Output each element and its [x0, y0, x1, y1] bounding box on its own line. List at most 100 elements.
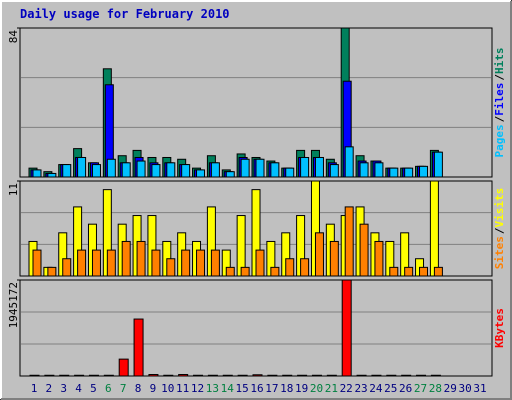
chart-title: Daily usage for February 2010 — [20, 7, 230, 21]
bar — [136, 160, 146, 178]
bar — [341, 279, 352, 377]
bar — [148, 374, 159, 377]
x-tick-label: 5 — [90, 382, 97, 395]
bar — [210, 249, 220, 277]
bar — [222, 374, 233, 377]
x-tick-label: 14 — [221, 382, 235, 395]
x-tick-label: 6 — [105, 382, 112, 395]
bar — [77, 156, 87, 178]
bar — [419, 165, 429, 178]
bar — [401, 374, 412, 377]
bar — [196, 249, 206, 277]
x-tick-label: 10 — [161, 382, 174, 395]
x-tick-label: 13 — [206, 382, 219, 395]
bar — [103, 374, 114, 377]
x-tick-label: 12 — [191, 382, 204, 395]
x-tick-label: 7 — [120, 382, 127, 395]
y-tick-label: 11 — [7, 183, 20, 196]
x-tick-label: 15 — [236, 382, 249, 395]
bar — [29, 374, 40, 377]
x-tick-label: 31 — [473, 382, 486, 395]
bar — [136, 240, 146, 277]
bar — [430, 374, 441, 377]
x-tick-label: 19 — [295, 382, 308, 395]
legend-separator: / — [493, 74, 506, 81]
bar — [356, 374, 367, 377]
bar — [32, 249, 42, 277]
bar — [163, 374, 174, 377]
bar — [416, 374, 427, 377]
plot-area — [19, 279, 493, 377]
legend: Sites /Visits — [493, 188, 506, 270]
bar — [252, 374, 263, 377]
x-tick-label: 29 — [444, 382, 457, 395]
legend-entry: Visits — [493, 188, 506, 228]
bar — [389, 266, 399, 277]
bar — [314, 156, 324, 178]
bar — [300, 156, 310, 178]
bar — [386, 374, 397, 377]
bar — [314, 232, 324, 277]
bar — [181, 249, 191, 277]
x-tick-label: 8 — [135, 382, 142, 395]
bar — [47, 266, 57, 277]
bar — [121, 240, 131, 277]
x-tick-label: 16 — [250, 382, 263, 395]
bar — [62, 258, 72, 277]
x-tick-label: 30 — [459, 382, 472, 395]
bar — [225, 266, 235, 277]
legend-entry: Sites — [493, 236, 506, 269]
bar — [133, 318, 144, 377]
x-tick-label: 21 — [325, 382, 338, 395]
bar — [240, 158, 250, 178]
bar — [344, 146, 354, 178]
bar — [419, 266, 429, 277]
legend-entry: Hits — [493, 48, 506, 75]
bar — [255, 158, 265, 178]
bar — [240, 266, 250, 277]
legend-separator: / — [493, 227, 506, 234]
bar — [207, 374, 218, 377]
bar — [267, 374, 278, 377]
y-tick-label: 84 — [7, 30, 20, 44]
x-tick-label: 26 — [399, 382, 412, 395]
bar — [371, 374, 382, 377]
bar — [404, 167, 414, 178]
legend-entry: Files — [493, 83, 506, 116]
bar — [270, 266, 280, 277]
bar — [121, 162, 131, 178]
bar — [77, 249, 87, 277]
bar — [151, 164, 161, 178]
bar — [118, 358, 129, 377]
bar — [74, 374, 85, 377]
bar — [210, 162, 220, 178]
legend-separator: / — [493, 115, 506, 122]
bar — [47, 172, 57, 178]
legend: KBytes — [493, 308, 506, 348]
bar — [237, 374, 248, 377]
bar — [196, 169, 206, 178]
bar — [282, 374, 293, 377]
bar — [404, 266, 414, 277]
bar — [88, 374, 99, 377]
y-tick-label: 1945172 — [7, 282, 20, 328]
x-tick-label: 27 — [414, 382, 427, 395]
x-tick-label: 11 — [176, 382, 189, 395]
bar — [329, 164, 339, 178]
bar — [106, 249, 116, 277]
bar — [178, 374, 189, 377]
bar — [344, 206, 354, 277]
plot-area — [19, 27, 493, 178]
legend: Pages/Files/Hits — [493, 48, 506, 158]
bar — [374, 162, 384, 178]
bar — [300, 258, 310, 277]
bar — [59, 374, 70, 377]
legend-entry: KBytes — [493, 308, 506, 348]
bar — [255, 249, 265, 277]
bar — [433, 266, 443, 277]
x-tick-label: 2 — [46, 382, 53, 395]
bar — [166, 162, 176, 178]
